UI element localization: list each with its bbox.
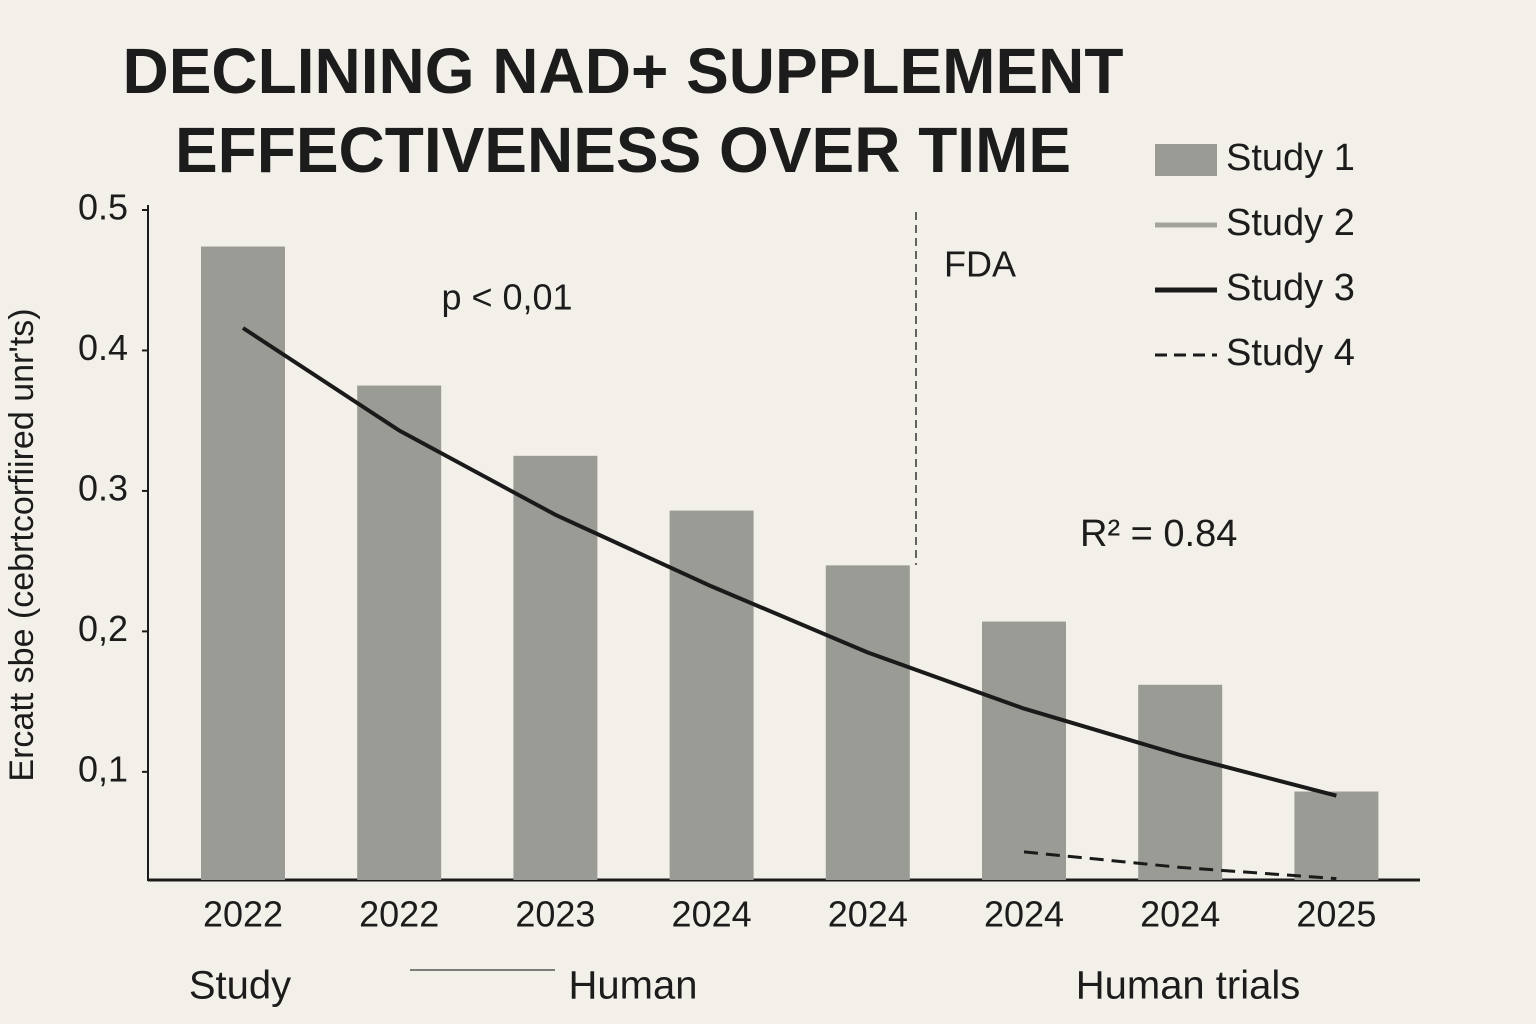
y-tick-label: 0,2 [78,608,128,649]
annotation: p < 0,01 [441,277,572,318]
x-tick-label: 2022 [203,894,283,935]
annotation: R² = 0.84 [1080,513,1237,555]
annotation: FDA [944,244,1016,285]
y-tick-label: 0.3 [78,467,128,508]
legend-label: Study 4 [1226,332,1355,374]
legend-swatch [1155,144,1217,176]
y-tick-label: 0.5 [78,187,128,228]
bar [982,621,1066,880]
x-tick-label: 2023 [515,894,595,935]
y-tick-label: 0,1 [78,748,128,789]
bar [201,246,285,881]
chart-title: DECLINING NAD+ SUPPLEMENT [123,35,1124,107]
legend-label: Study 1 [1226,137,1355,179]
x-tick-label: 2024 [672,894,752,935]
group-label: Human trials [1076,964,1301,1008]
x-tick-label: 2024 [828,894,908,935]
y-axis-label: Ercatt sbe (cebrtcorfiired unr'ts) [3,308,41,781]
group-label: Study [189,964,291,1008]
line [241,326,1337,798]
bar [513,455,598,880]
x-tick-label: 2025 [1296,894,1376,935]
dashed-line [1023,850,1337,881]
bar [669,510,754,880]
bar [1294,791,1379,880]
bar [825,565,910,880]
y-tick-label: 0.4 [78,327,128,368]
legend-label: Study 3 [1226,267,1355,309]
bar [357,385,442,880]
bar [1138,684,1223,880]
x-tick-label: 2024 [984,894,1064,935]
legend-label: Study 2 [1226,202,1355,244]
x-tick-label: 2022 [359,894,439,935]
x-tick-label: 2024 [1140,894,1220,935]
chart-title: EFFECTIVENESS OVER TIME [175,114,1071,186]
group-label: Human [569,964,698,1008]
